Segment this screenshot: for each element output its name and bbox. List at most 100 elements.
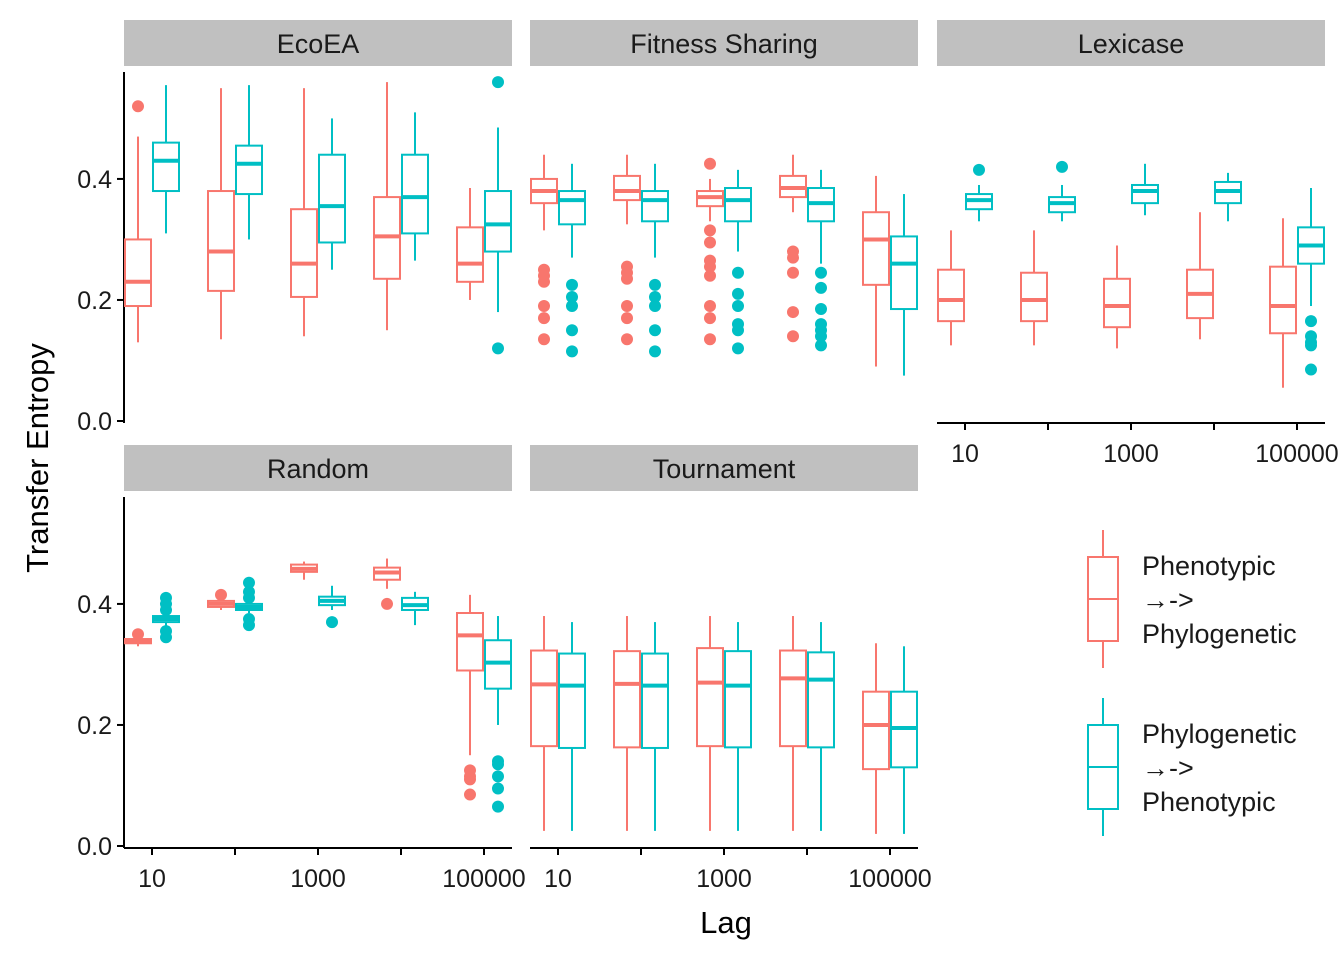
- outlier-point: [732, 287, 744, 300]
- box-phylogenetic-to-phenotypic: [235, 85, 263, 240]
- outlier-point: [704, 312, 716, 325]
- box-iqr: [696, 647, 724, 748]
- outlier-point: [815, 266, 827, 279]
- x-tick-label: 10: [544, 865, 572, 893]
- x-tick-label: 100000: [442, 865, 525, 893]
- facet-lexicase: Lexicase 10 1000 100000: [937, 20, 1339, 468]
- box-phylogenetic-to-phenotypic: [558, 163, 586, 358]
- y-axis-title: Transfer Entropy: [20, 343, 55, 573]
- outlier-point: [732, 266, 744, 279]
- outlier-point: [538, 275, 550, 288]
- outlier-point: [649, 324, 661, 337]
- box-iqr: [862, 211, 890, 286]
- legend-label-line: Phenotypic: [1142, 551, 1276, 581]
- box-phylogenetic-to-phenotypic: [724, 169, 752, 355]
- x-tick-label: 10: [138, 865, 166, 893]
- outlier-point: [464, 788, 476, 801]
- outlier-point: [704, 260, 716, 273]
- facet-strip-label: Random: [267, 454, 369, 484]
- outlier-point: [704, 333, 716, 346]
- x-tick-label: 1000: [696, 865, 752, 893]
- x-tick-label: 1000: [290, 865, 346, 893]
- box-iqr: [318, 153, 346, 244]
- box-iqr: [613, 650, 641, 749]
- y-tick-label: 0.4: [77, 591, 112, 619]
- facet-panels: EcoEA 0.0 0.2 0.4 Fitness Sharing Lexicase 10 1…: [77, 20, 1339, 893]
- outlier-point: [704, 236, 716, 249]
- y-tick-label: 0.0: [77, 408, 112, 436]
- x-axis-title: Lag: [700, 905, 752, 940]
- outlier-point: [649, 300, 661, 313]
- facet-strip-label: Lexicase: [1078, 29, 1185, 59]
- box-iqr: [1103, 277, 1131, 329]
- facet-strip: [937, 20, 1325, 66]
- box-phenotypic-to-phylogenetic: [207, 588, 235, 610]
- box-phenotypic-to-phylogenetic: [696, 157, 724, 346]
- outlier-point: [243, 576, 255, 589]
- box-iqr: [1131, 183, 1159, 205]
- outlier-point: [538, 333, 550, 346]
- box-phenotypic-to-phylogenetic: [124, 628, 152, 647]
- outlier-point: [649, 290, 661, 303]
- outlier-point: [381, 597, 393, 610]
- facet-fitness-sharing: Fitness Sharing: [530, 20, 918, 376]
- outlier-point: [492, 770, 504, 783]
- box-phenotypic-to-phylogenetic: [779, 616, 807, 831]
- x-tick-label: 1000: [1103, 440, 1159, 468]
- box-iqr: [1020, 271, 1048, 323]
- outlier-point: [492, 76, 504, 89]
- box-phylogenetic-to-phenotypic: [1048, 160, 1076, 222]
- legend-label-line: Phylogenetic: [1142, 719, 1297, 749]
- legend: Phenotypic →-> Phylogenetic Phylogenetic →->…: [1087, 530, 1297, 836]
- outlier-point: [704, 269, 716, 282]
- outlier-point: [732, 342, 744, 355]
- outlier-point: [621, 333, 633, 346]
- box-phylogenetic-to-phenotypic: [641, 622, 669, 831]
- box-phylogenetic-to-phenotypic: [724, 622, 752, 831]
- box-iqr: [484, 190, 512, 253]
- outlier-point: [464, 773, 476, 786]
- box-phylogenetic-to-phenotypic: [890, 646, 918, 834]
- outlier-point: [492, 342, 504, 355]
- box-phenotypic-to-phylogenetic: [373, 82, 401, 331]
- outlier-point: [621, 272, 633, 285]
- box-phenotypic-to-phylogenetic: [1103, 245, 1131, 349]
- outlier-point: [243, 591, 255, 604]
- y-tick-label: 0.0: [77, 833, 112, 861]
- box-phylogenetic-to-phenotypic: [152, 591, 180, 644]
- legend-label-line: Phenotypic: [1142, 787, 1276, 817]
- box-phenotypic-to-phylogenetic: [937, 230, 965, 346]
- box-phylogenetic-to-phenotypic: [807, 169, 835, 352]
- facet-strip-label: Tournament: [653, 454, 796, 484]
- outlier-point: [215, 588, 227, 601]
- facet-ecoea: EcoEA 0.0 0.2 0.4: [77, 20, 512, 436]
- box-iqr: [937, 268, 965, 323]
- box-iqr: [290, 208, 318, 298]
- legend-label-line: Phylogenetic: [1142, 619, 1297, 649]
- box-phenotypic-to-phylogenetic: [456, 188, 484, 300]
- box-phenotypic-to-phylogenetic: [1269, 218, 1297, 388]
- outlier-point: [566, 345, 578, 358]
- facet-strip: [124, 445, 512, 491]
- facet-strip-label: Fitness Sharing: [630, 29, 818, 59]
- outlier-point: [1056, 160, 1068, 173]
- box-iqr: [724, 187, 752, 223]
- box-phylogenetic-to-phenotypic: [318, 585, 346, 629]
- box-phenotypic-to-phylogenetic: [290, 561, 318, 580]
- box-iqr: [558, 652, 586, 749]
- outlier-point: [1305, 339, 1317, 352]
- box-phylogenetic-to-phenotypic: [484, 616, 512, 813]
- outlier-point: [732, 300, 744, 313]
- outlier-point: [538, 300, 550, 313]
- outlier-point: [815, 281, 827, 294]
- outlier-point: [973, 163, 985, 176]
- box-iqr: [235, 144, 263, 196]
- box-phenotypic-to-phylogenetic: [290, 88, 318, 337]
- y-tick-label: 0.2: [77, 287, 112, 315]
- x-tick-label: 10: [951, 440, 979, 468]
- legend-entry-phen-to-phyl: Phenotypic →-> Phylogenetic: [1087, 530, 1297, 668]
- box-iqr: [124, 238, 152, 308]
- y-tick-label: 0.2: [77, 712, 112, 740]
- box-phylogenetic-to-phenotypic: [1297, 188, 1325, 376]
- box-iqr: [613, 174, 641, 202]
